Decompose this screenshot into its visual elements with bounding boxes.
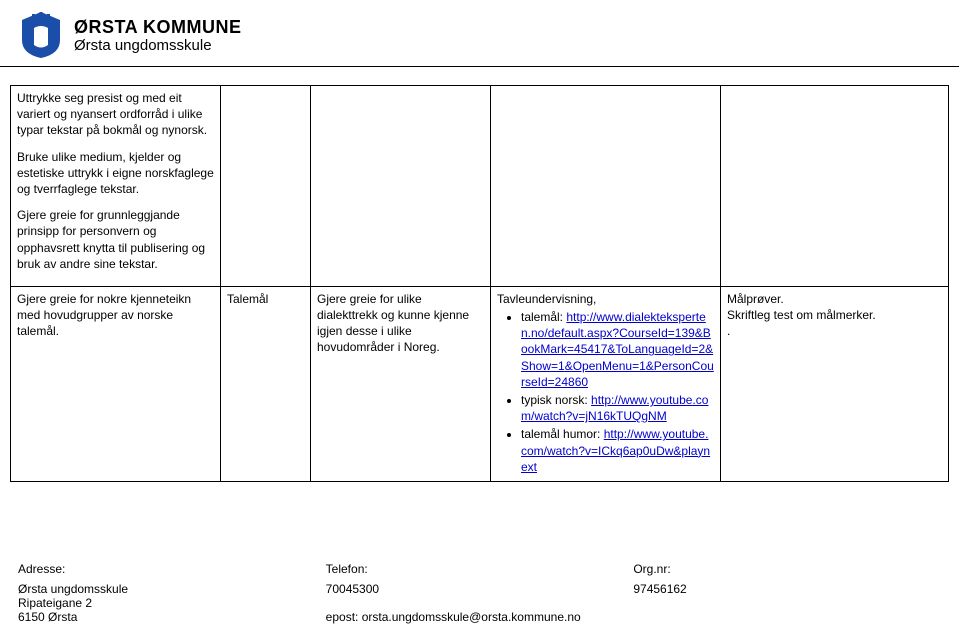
cell-description: Gjere greie for ulike dialekttrekk og ku… — [311, 286, 491, 481]
cell-empty — [721, 86, 949, 287]
table-row: Uttrykke seg presist og med eit variert … — [11, 86, 949, 287]
cell-resources: Tavleundervisning, talemål: http://www.d… — [491, 286, 721, 481]
paragraph: Bruke ulike medium, kjelder og estetiske… — [17, 149, 214, 198]
resource-label: talemål humor: — [521, 427, 600, 441]
header-subtitle: Ørsta ungdomsskule — [74, 37, 242, 54]
footer-values-row: Ørsta ungdomsskule Ripateigane 2 6150 Ør… — [18, 582, 941, 624]
text: Skriftleg test om målmerker. — [727, 307, 942, 323]
orgnr-block: 97456162 — [633, 582, 941, 624]
cell-topic: Talemål — [221, 286, 311, 481]
resource-label: talemål: — [521, 310, 563, 324]
epost-value: orsta.ungdomsskule@orsta.kommune.no — [362, 610, 581, 624]
resource-label: typisk norsk: — [521, 393, 588, 407]
text: Gjere greie for nokre kjenneteikn med ho… — [17, 292, 191, 338]
page-footer: Adresse: Telefon: Org.nr: Ørsta ungdomss… — [0, 562, 959, 624]
resources-intro: Tavleundervisning, — [497, 292, 596, 306]
paragraph: Gjere greie for grunnleggjande prinsipp … — [17, 207, 214, 272]
page-header: ØRSTA KOMMUNE Ørsta ungdomsskule — [0, 0, 959, 67]
list-item: talemål: http://www.dialekteksperten.no/… — [521, 309, 714, 390]
table-row: Gjere greie for nokre kjenneteikn med ho… — [11, 286, 949, 481]
text: Gjere greie for ulike dialekttrekk og ku… — [317, 292, 469, 355]
cell-empty — [221, 86, 311, 287]
address-line: Ørsta ungdomsskule — [18, 582, 326, 596]
main-content: Uttrykke seg presist og med eit variert … — [0, 67, 959, 482]
cell-goals: Uttrykke seg presist og med eit variert … — [11, 86, 221, 287]
address-label: Adresse: — [18, 562, 326, 576]
cell-empty — [311, 86, 491, 287]
orgnr-value: 97456162 — [633, 582, 941, 596]
epost-label: epost: — [326, 610, 359, 624]
municipal-logo-icon — [18, 10, 64, 60]
paragraph: Uttrykke seg presist og med eit variert … — [17, 90, 214, 139]
text: . — [727, 323, 942, 339]
address-block: Ørsta ungdomsskule Ripateigane 2 6150 Ør… — [18, 582, 326, 624]
text: Målprøver. — [727, 291, 942, 307]
list-item: talemål humor: http://www.youtube.com/wa… — [521, 426, 714, 475]
list-item: typisk norsk: http://www.youtube.com/wat… — [521, 392, 714, 424]
address-line: Ripateigane 2 — [18, 596, 326, 610]
telephone-label: Telefon: — [326, 562, 634, 576]
header-text-block: ØRSTA KOMMUNE Ørsta ungdomsskule — [74, 17, 242, 54]
telephone-block: 70045300 epost: orsta.ungdomsskule@orsta… — [326, 582, 634, 624]
address-line: 6150 Ørsta — [18, 610, 77, 624]
cell-assessment: Målprøver. Skriftleg test om målmerker. … — [721, 286, 949, 481]
orgnr-label: Org.nr: — [633, 562, 941, 576]
text: Talemål — [227, 292, 268, 306]
resource-list: talemål: http://www.dialekteksperten.no/… — [497, 309, 714, 475]
curriculum-table: Uttrykke seg presist og med eit variert … — [10, 85, 949, 482]
footer-labels-row: Adresse: Telefon: Org.nr: — [18, 562, 941, 576]
header-title: ØRSTA KOMMUNE — [74, 17, 242, 38]
cell-empty — [491, 86, 721, 287]
cell-goal: Gjere greie for nokre kjenneteikn med ho… — [11, 286, 221, 481]
telephone-value: 70045300 — [326, 582, 634, 596]
